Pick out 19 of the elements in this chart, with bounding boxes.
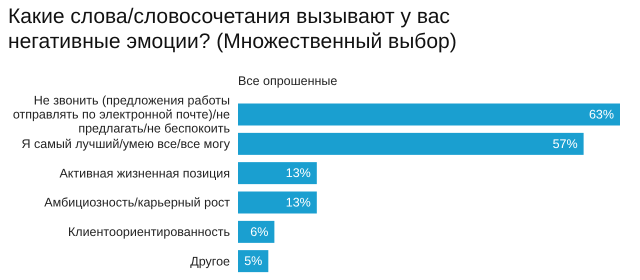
y-tick-label: Активная жизненная позиция [59, 166, 230, 180]
data-label: 6% [250, 224, 268, 239]
data-label: 13% [286, 166, 311, 180]
y-tick-label: Я самый лучший/умею все/все могу [22, 137, 231, 151]
data-label: 5% [244, 254, 262, 268]
data-label: 13% [286, 196, 311, 210]
y-tick-label: Не звонить (предложения работы отправлять по электронной почте)/не предлагать/не беспокоить [12, 94, 230, 136]
data-label: 63% [588, 108, 614, 122]
series-label: Все опрошенные [238, 74, 338, 88]
bar [238, 192, 317, 214]
bar [238, 162, 317, 184]
chart-title: Какие слова/словосочетания вызывают у вас негативные эмоции? (Множественный выбор) [8, 4, 458, 54]
bar [238, 104, 620, 126]
y-tick-label: Другое [190, 254, 230, 268]
bar [238, 132, 584, 155]
y-tick-label: Амбициозность/карьерный рост [44, 196, 230, 210]
y-tick-label: Клиентоориентированность [68, 225, 230, 239]
bar [238, 220, 274, 243]
data-label: 57% [552, 136, 578, 151]
